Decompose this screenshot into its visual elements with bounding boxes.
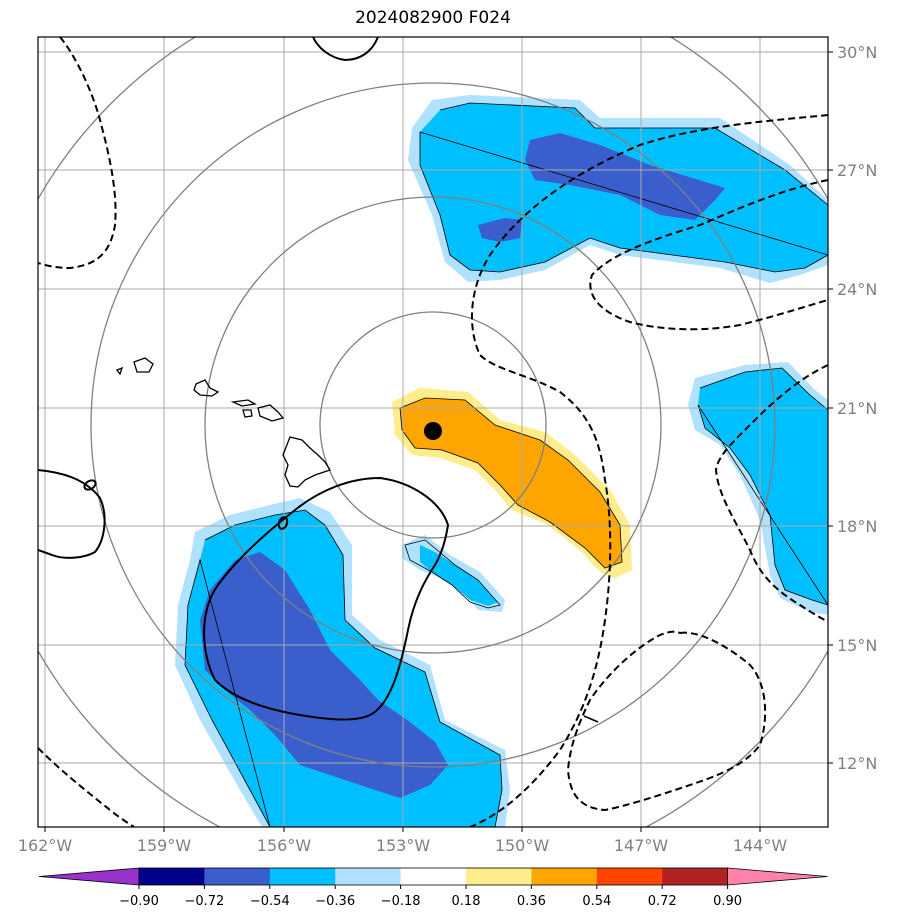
lat-label: 21°N — [837, 399, 877, 418]
lon-label: 153°W — [376, 836, 431, 855]
colorbar-swatch — [662, 868, 729, 885]
colorbar-swatch — [139, 868, 205, 885]
lat-label: 27°N — [837, 161, 877, 180]
colorbar-extend-high — [727, 867, 828, 886]
tick-marks — [44, 51, 833, 832]
contour-label-mark — [583, 715, 599, 723]
lon-label: 144°W — [733, 836, 788, 855]
colorbar-tick-label: −0.18 — [381, 894, 421, 909]
colorbar-tick-label: −0.54 — [250, 894, 290, 909]
colorbar-tick-label: −0.72 — [184, 894, 224, 909]
colorbar: −0.90 −0.72 −0.54 −0.36 −0.18 0.18 0.36 0.54 0.7… — [38, 867, 828, 909]
colorbar-tick-label: 0.54 — [582, 894, 611, 909]
graticule — [38, 37, 828, 827]
lon-label: 156°W — [257, 836, 312, 855]
colorbar-swatch — [204, 868, 271, 885]
lon-label: 159°W — [137, 836, 192, 855]
colorbar-swatch — [531, 868, 598, 885]
dashed-contours — [38, 37, 828, 827]
lat-label: 18°N — [837, 517, 877, 536]
lat-label: 12°N — [837, 754, 877, 773]
lat-label: 30°N — [837, 43, 877, 62]
colorbar-swatch — [335, 868, 402, 885]
lon-label: 162°W — [18, 836, 73, 855]
colorbar-tick-label: 0.18 — [452, 894, 481, 909]
colorbar-tick-label: −0.90 — [119, 894, 159, 909]
lat-label: 24°N — [837, 280, 877, 299]
colorbar-swatch — [269, 868, 336, 885]
lon-label: 147°W — [614, 836, 669, 855]
colorbar-extend-low — [38, 867, 140, 886]
colorbar-tick-label: −0.36 — [315, 894, 355, 909]
coastlines — [115, 357, 331, 488]
colorbar-swatch — [596, 868, 663, 885]
colorbar-outline — [138, 867, 728, 886]
colorbar-tick-label: 0.72 — [648, 894, 677, 909]
shading-small-southcenter — [402, 535, 505, 612]
colorbar-swatch — [400, 868, 467, 885]
map-frame — [37, 36, 829, 828]
lon-label: 150°W — [495, 836, 550, 855]
map-title: 2024082900 F024 — [355, 8, 511, 28]
solid-contour — [38, 37, 450, 721]
colorbar-swatch — [466, 868, 532, 885]
range-rings — [38, 37, 828, 827]
shading-southwest — [175, 498, 510, 827]
lat-labels: 30°N 27°N 24°N 21°N 18°N 15°N 12°N — [837, 43, 877, 773]
storm-center-dot — [424, 422, 442, 440]
lon-labels: 162°W 159°W 156°W 153°W 150°W 147°W 144°… — [18, 836, 788, 855]
colorbar-tick-label: 0.36 — [517, 894, 546, 909]
lat-label: 15°N — [837, 636, 877, 655]
colorbar-tick-label: 0.90 — [713, 894, 742, 909]
